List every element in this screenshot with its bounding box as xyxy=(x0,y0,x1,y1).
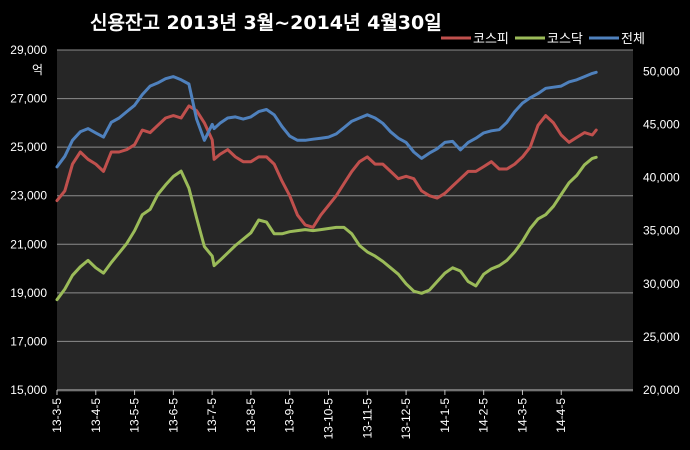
x-tick-label: 13-9-5 xyxy=(283,398,297,433)
x-tick-label: 13-3-5 xyxy=(50,398,64,433)
y-right-tick-label: 45,000 xyxy=(643,117,680,131)
y-left-tick-label: 25,000 xyxy=(10,140,47,154)
y-right-tick-label: 50,000 xyxy=(643,64,680,78)
left-axis-unit: 억 xyxy=(32,63,43,77)
x-tick-label: 13-12-5 xyxy=(399,398,413,440)
x-tick-label: 13-6-5 xyxy=(166,398,180,433)
x-tick-label: 13-5-5 xyxy=(128,398,142,433)
series-line-total xyxy=(55,70,598,169)
x-tick-label: 14-2-5 xyxy=(477,398,491,433)
x-tick-label: 13-11-5 xyxy=(360,398,374,439)
y-left-tick-label: 19,000 xyxy=(10,286,47,300)
y-left-tick-label: 15,000 xyxy=(10,383,47,397)
gridlines xyxy=(57,49,633,342)
y-right-tick-label: 40,000 xyxy=(643,171,680,185)
legend-kosdaq-label: 코스닥 xyxy=(547,32,583,47)
series-line-kosdaq xyxy=(55,155,598,302)
series-line-kospi xyxy=(55,104,598,229)
x-tick-label: 13-8-5 xyxy=(244,398,258,433)
y-left-tick-label: 29,000 xyxy=(10,43,47,57)
y-right-tick-label: 30,000 xyxy=(643,277,680,291)
x-tick-label: 14-3-5 xyxy=(515,398,529,433)
series-lines xyxy=(55,70,598,302)
x-tick-label: 14-1-5 xyxy=(438,398,452,433)
x-axis: 13-3-5 13-4-5 13-5-5 13-6-5 13-7-5 13-8-5 13-9… xyxy=(50,390,568,439)
x-tick-label: 13-7-5 xyxy=(205,398,219,433)
y-left-tick-label: 27,000 xyxy=(10,92,47,106)
right-y-axis: 20,000 25,000 30,000 35,000 40,000 45,000 50,0… xyxy=(643,64,680,397)
x-tick-label: 13-4-5 xyxy=(89,398,103,433)
y-right-tick-label: 25,000 xyxy=(643,330,680,344)
y-right-tick-label: 20,000 xyxy=(643,383,680,397)
y-right-tick-label: 35,000 xyxy=(643,224,680,238)
left-y-axis: 15,000 17,000 19,000 21,000 23,000 25,000 27,0… xyxy=(10,43,47,397)
legend-total-label: 전체 xyxy=(621,32,645,47)
x-tick-label: 13-10-5 xyxy=(322,398,336,440)
plot-area xyxy=(57,50,633,392)
y-left-tick-label: 23,000 xyxy=(10,189,47,203)
y-left-tick-label: 17,000 xyxy=(10,334,47,348)
legend-kospi-label: 코스피 xyxy=(473,32,509,47)
legend: 코스피 코스닥 전체 xyxy=(441,32,645,47)
x-tick-label: 14-4-5 xyxy=(554,398,568,433)
chart-title: 신용잔고 2013년 3월~2014년 4월30일 xyxy=(90,12,442,34)
y-left-tick-label: 21,000 xyxy=(10,237,47,251)
